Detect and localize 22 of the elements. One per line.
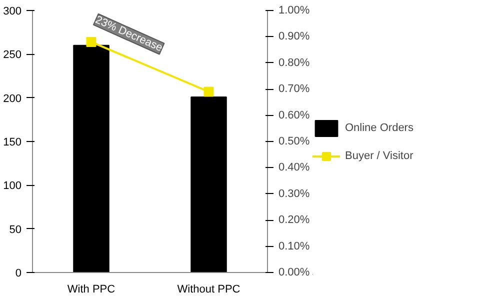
y2-tick-label: 0.40%	[278, 162, 310, 174]
y-tick-label: 100	[3, 180, 22, 192]
y2-tick-label: 0.90%	[278, 30, 310, 43]
y-tick-label: 150	[3, 136, 22, 148]
y2-tick-label: 0.10%	[278, 240, 310, 252]
y2-tick-label: 0.60%	[278, 109, 310, 122]
y2-tick-label: 0.30%	[278, 188, 310, 200]
y2-tick-label: 1.00%	[278, 4, 310, 16]
y-tick-label: 300	[3, 6, 22, 18]
y-tick-label: 200	[3, 92, 22, 105]
x-tick-label: Without PPC	[177, 284, 240, 296]
x-tick-label: With PPC	[67, 284, 116, 296]
y2-tick-label: 0.50%	[278, 136, 310, 148]
y2-tick-label: 0.00%	[278, 266, 310, 278]
y2-tick-label: 0.20%	[278, 214, 310, 226]
y-tick-label: 0	[15, 268, 22, 280]
legend-label: Buyer / Visitor	[345, 150, 414, 162]
y-tick-label: 50	[9, 224, 22, 236]
y2-tick-label: 0.70%	[278, 83, 310, 96]
y-tick-label: 250	[3, 49, 22, 62]
legend-label: Online Orders	[345, 122, 414, 134]
y2-tick-label: 0.80%	[278, 56, 310, 69]
